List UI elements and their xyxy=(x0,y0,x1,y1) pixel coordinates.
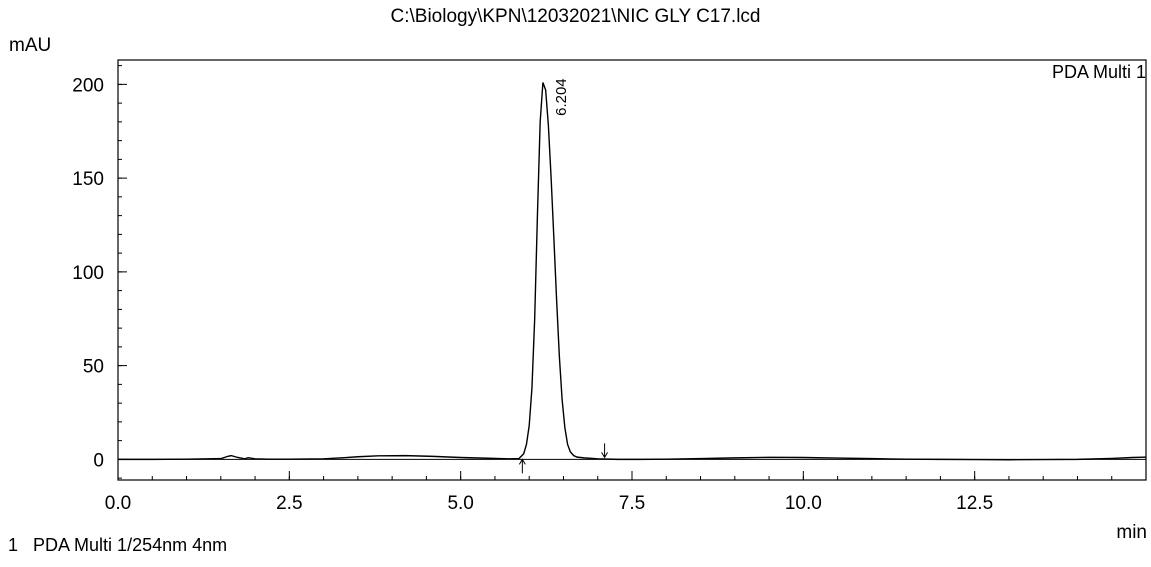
footer-index: 1 xyxy=(8,535,19,555)
x-tick-label: 7.5 xyxy=(619,493,645,514)
y-tick-label: 200 xyxy=(72,75,104,96)
x-tick-label: 10.0 xyxy=(785,493,822,514)
plot-frame xyxy=(117,59,1147,481)
x-tick-label: 2.5 xyxy=(276,493,302,514)
footer-text: PDA Multi 1/254nm 4nm xyxy=(33,535,228,555)
peak-retention-label: 6.204 xyxy=(553,78,570,116)
channel-label: PDA Multi 1 xyxy=(1052,62,1146,82)
peak-start-marker xyxy=(518,458,526,474)
x-tick-label: 5.0 xyxy=(447,493,473,514)
x-tick-label: 12.5 xyxy=(956,493,993,514)
chart-title: C:\Biology\KPN\12032021\NIC GLY C17.lcd xyxy=(390,6,761,27)
chromatogram-trace xyxy=(118,82,1147,461)
y-tick-label: 150 xyxy=(72,169,104,190)
footer-legend: 1 PDA Multi 1/254nm 4nm xyxy=(8,535,227,556)
x-axis-label: min xyxy=(1116,522,1147,543)
peak-markers xyxy=(518,443,609,474)
x-tick-label: 0.0 xyxy=(105,493,131,514)
major-ticks xyxy=(117,83,976,480)
minor-ticks xyxy=(117,65,1147,480)
y-tick-label: 50 xyxy=(83,357,104,378)
tick-labels: 0.0 2.5 5.0 7.5 10.0 12.5 0 50 100 150 200 xyxy=(72,75,993,514)
y-tick-label: 100 xyxy=(72,263,104,284)
y-axis-label: mAU xyxy=(9,35,51,56)
peak-end-marker xyxy=(601,443,609,459)
y-tick-label: 0 xyxy=(93,450,104,471)
